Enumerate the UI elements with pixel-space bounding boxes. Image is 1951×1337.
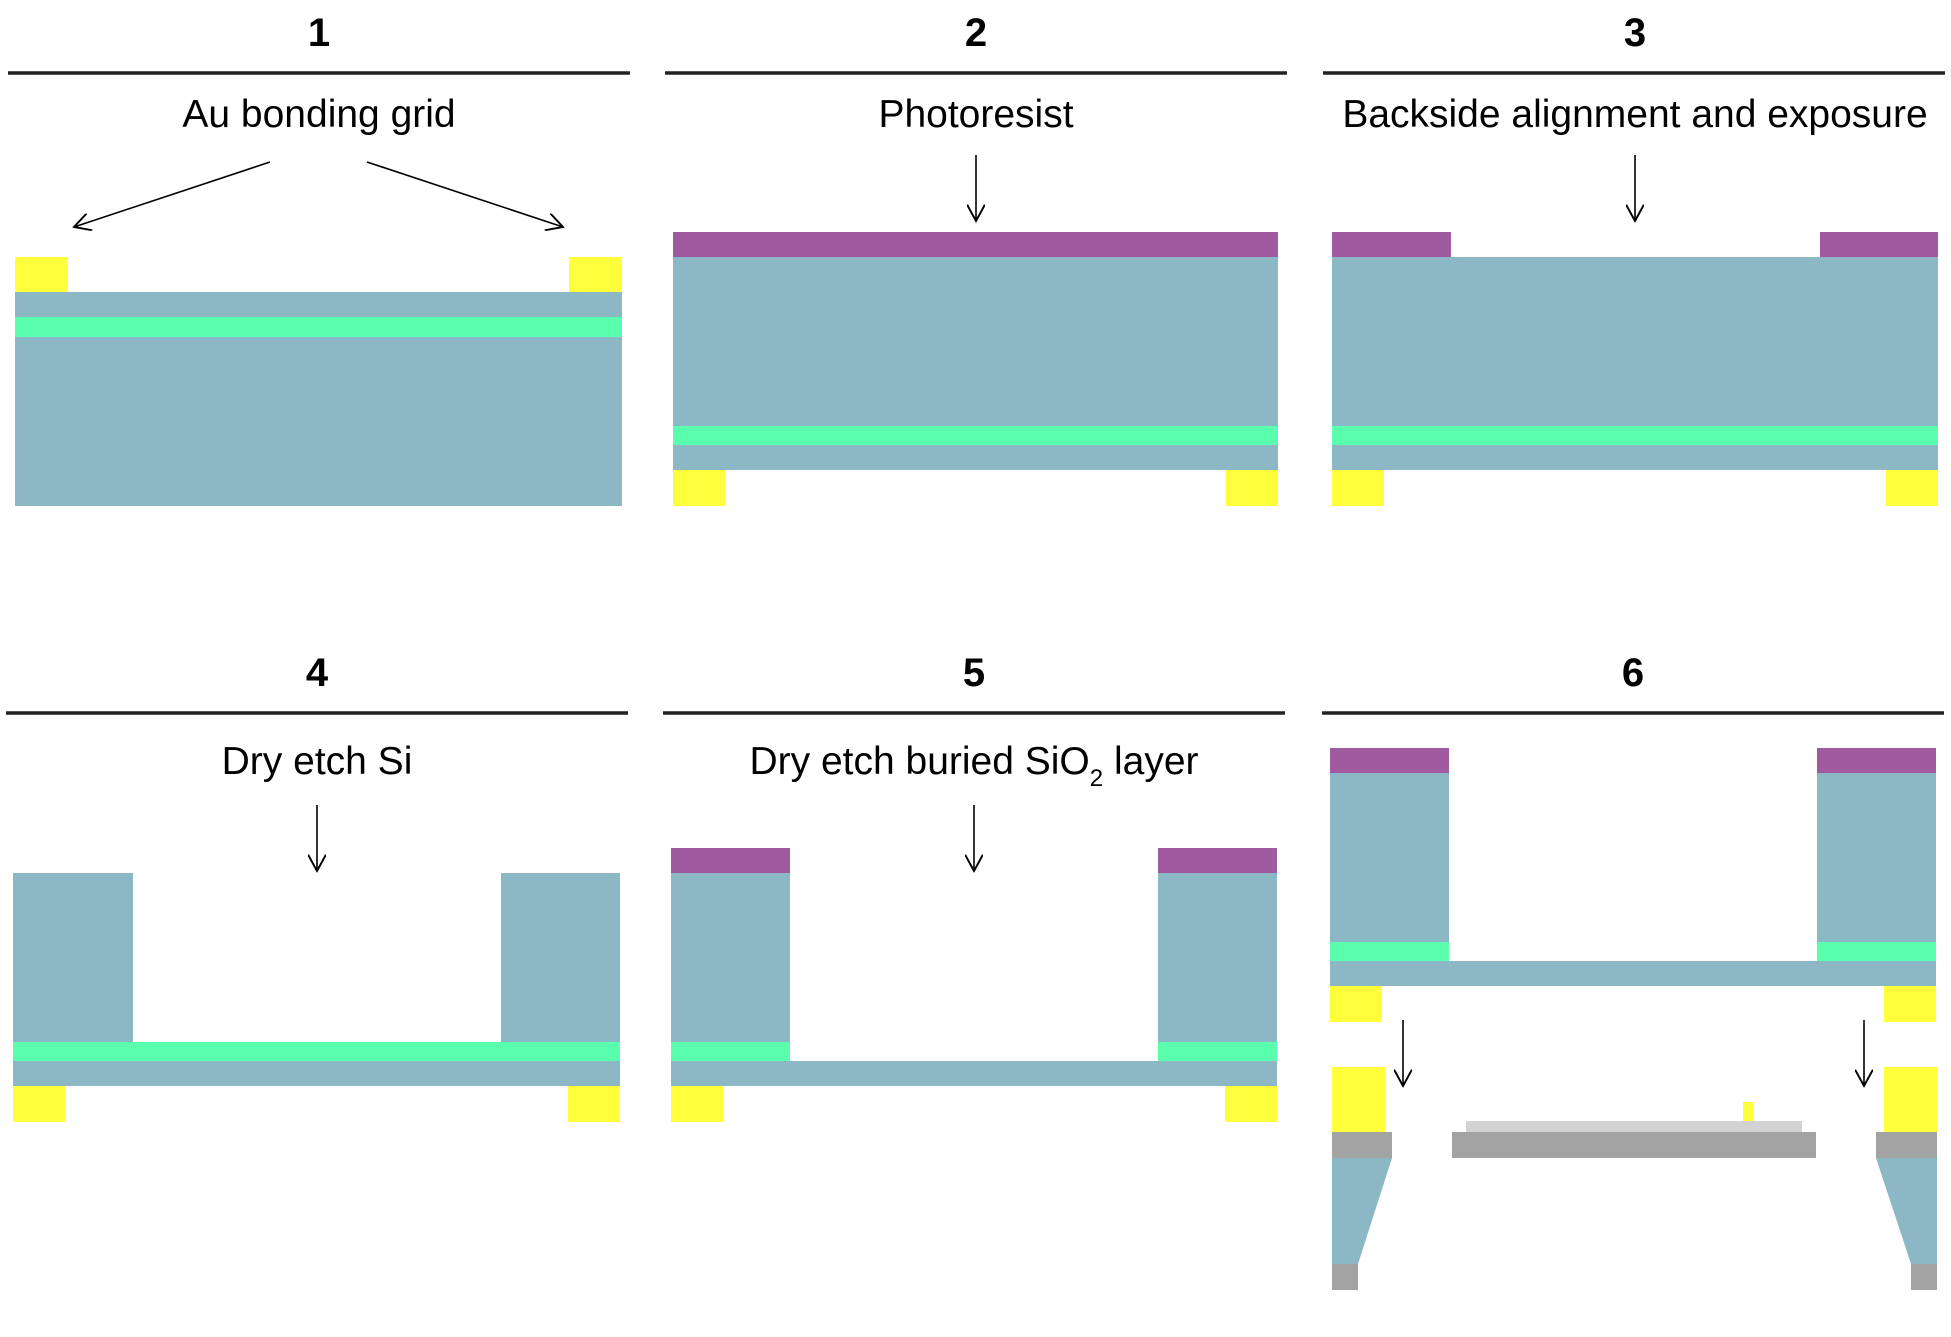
- handle-si-layer: [15, 337, 622, 506]
- panel-3-number: 3: [1624, 11, 1646, 55]
- si-pillar: [1330, 773, 1449, 942]
- panel-5-caption: Dry etch buried SiO2 layer: [749, 740, 1198, 792]
- au-pad: [1330, 986, 1382, 1022]
- si-pillar: [501, 873, 620, 1042]
- panel-2-number: 2: [965, 11, 987, 55]
- au-pad: [671, 1086, 723, 1122]
- handle-si-layer: [1332, 257, 1938, 426]
- photoresist-pad: [1330, 748, 1449, 773]
- panel-6: 6: [1322, 651, 1944, 1290]
- au-pad: [15, 257, 68, 292]
- au-contact: [1743, 1102, 1753, 1121]
- panel-4-number: 4: [306, 651, 329, 695]
- au-pad: [1884, 986, 1936, 1022]
- panel-5-number: 5: [963, 651, 985, 695]
- panel-6-number: 6: [1622, 651, 1644, 695]
- arrow-left: [74, 161, 271, 227]
- panel-2: 2 Photoresist: [665, 11, 1287, 506]
- membrane-layer: [1330, 961, 1936, 986]
- device-si-layer: [13, 1061, 620, 1086]
- buried-oxide-layer: [13, 1042, 620, 1061]
- device-si-layer: [673, 445, 1278, 470]
- panel-5: 5 Dry etch buried SiO2 layer: [663, 651, 1285, 1122]
- panel-1: 1 Au bonding grid: [8, 11, 630, 506]
- au-pad: [568, 1086, 620, 1122]
- buried-oxide-layer: [673, 426, 1278, 445]
- oxide-remnant: [1158, 1042, 1277, 1061]
- photoresist-pad: [1332, 232, 1451, 257]
- panel-2-caption: Photoresist: [878, 93, 1073, 136]
- arrow-right: [366, 161, 563, 227]
- au-pad: [1886, 470, 1938, 506]
- panel-3-caption: Backside alignment and exposure: [1342, 93, 1927, 136]
- au-pad: [673, 470, 725, 506]
- device-si-layer: [1332, 445, 1938, 470]
- si-pillar: [1158, 873, 1277, 1042]
- photoresist-layer: [673, 232, 1278, 257]
- au-pad: [1225, 1086, 1277, 1122]
- device-si-layer: [671, 1061, 1277, 1086]
- oxide-remnant: [671, 1042, 790, 1061]
- photoresist-pad: [671, 848, 790, 873]
- buried-oxide-layer: [15, 317, 622, 337]
- photoresist-pad: [1820, 232, 1938, 257]
- panel-3: 3 Backside alignment and exposure: [1323, 11, 1945, 506]
- grey-foot: [1332, 1264, 1358, 1290]
- panel-4-caption: Dry etch Si: [222, 740, 413, 783]
- grey-frame-pad: [1332, 1132, 1392, 1158]
- handle-si-layer: [673, 257, 1278, 426]
- au-pad: [13, 1086, 65, 1122]
- oxide-remnant: [1817, 942, 1936, 961]
- grey-base-plate: [1452, 1132, 1816, 1158]
- si-pillar: [671, 873, 790, 1042]
- au-pad: [1332, 470, 1384, 506]
- si-pillar: [1817, 773, 1936, 942]
- panel-1-number: 1: [308, 11, 330, 55]
- oxide-remnant: [1330, 942, 1449, 961]
- au-pad: [569, 257, 622, 292]
- tapered-si-support: [1876, 1158, 1937, 1264]
- photoresist-pad: [1817, 748, 1936, 773]
- au-pad: [1226, 470, 1278, 506]
- grey-frame-pad: [1876, 1132, 1937, 1158]
- photoresist-pad: [1158, 848, 1277, 873]
- panel-4: 4 Dry etch Si: [6, 651, 628, 1122]
- caption-prefix: Dry etch buried SiO: [749, 740, 1089, 783]
- si-pillar: [13, 873, 133, 1042]
- au-pad: [1884, 1067, 1937, 1132]
- tapered-si-support: [1332, 1158, 1392, 1264]
- panel-1-caption: Au bonding grid: [182, 93, 455, 136]
- light-grey-layer: [1466, 1121, 1802, 1132]
- buried-oxide-layer: [1332, 426, 1938, 445]
- caption-suffix: layer: [1103, 740, 1198, 783]
- grey-foot: [1911, 1264, 1937, 1290]
- au-pad: [1332, 1067, 1385, 1132]
- caption-subscript: 2: [1090, 765, 1103, 792]
- device-si-layer: [15, 292, 622, 317]
